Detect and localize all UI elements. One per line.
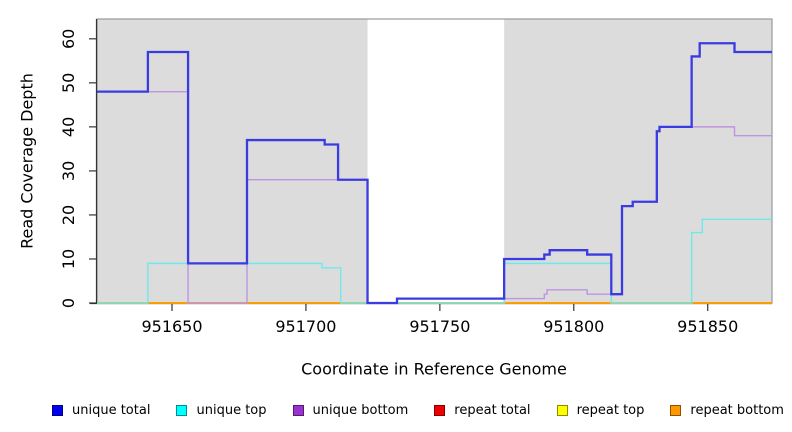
plot-area: 951650 951700 951750 951800 951850 0 10 20 30 40 5… (59, 18, 773, 336)
legend-swatch-repeat-total (434, 404, 446, 416)
legend-label-unique-total: unique total (72, 402, 151, 418)
x-tick-label: 951850 (677, 317, 738, 336)
legend-label-repeat-total: repeat total (454, 402, 531, 418)
legend-item-repeat-total: repeat total (434, 402, 531, 418)
y-axis-title: Read Coverage Depth (17, 73, 37, 249)
legend-item-unique-top: unique top (176, 402, 267, 418)
y-tick-label: 60 (59, 29, 78, 49)
y-tick-label: 0 (59, 298, 78, 308)
legend-swatch-unique-bottom (292, 404, 304, 416)
x-tick-label: 951650 (141, 317, 202, 336)
y-tick-label: 40 (59, 117, 78, 137)
y-tick-label: 10 (59, 249, 78, 269)
legend-swatch-unique-top (176, 404, 188, 416)
y-tick-label: 30 (59, 161, 78, 181)
legend-label-unique-bottom: unique bottom (312, 402, 409, 418)
legend-swatch-unique-total (52, 404, 63, 416)
x-axis-title: Coordinate in Reference Genome (301, 359, 567, 379)
legend-label-repeat-bottom: repeat bottom (690, 402, 784, 418)
series-unique-total (97, 42, 772, 305)
x-tick-label: 951700 (275, 317, 336, 336)
masked-region-band (367, 19, 505, 303)
legend-item-repeat-top: repeat top (556, 402, 645, 418)
legend-item-unique-total: unique total (52, 403, 150, 418)
legend-item-repeat-bottom: repeat bottom (670, 403, 784, 418)
y-tick-label: 50 (59, 73, 78, 93)
legend-swatch-repeat-bottom (670, 404, 682, 416)
legend-swatch-repeat-top (556, 404, 568, 416)
x-tick-label: 951800 (543, 317, 604, 336)
x-tick-label: 951750 (409, 317, 470, 336)
legend-label-unique-top: unique top (196, 402, 267, 418)
legend: unique total unique top unique bottom repea… (52, 400, 784, 420)
y-tick-label: 20 (59, 205, 78, 225)
legend-label-repeat-top: repeat top (576, 402, 645, 418)
legend-item-unique-bottom: unique bottom (292, 402, 409, 418)
